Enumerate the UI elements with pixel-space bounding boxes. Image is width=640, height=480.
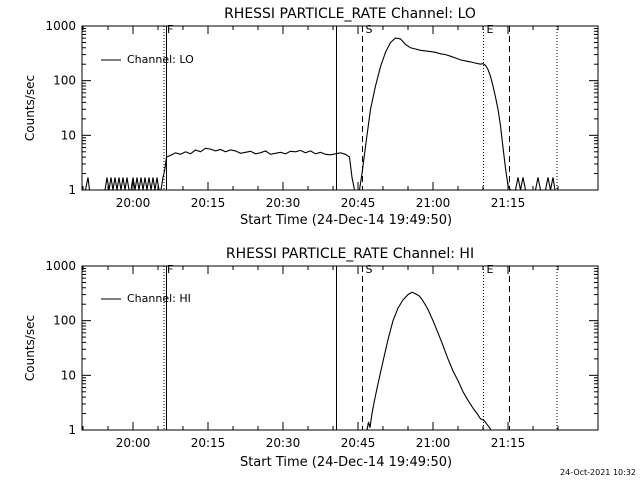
y-tick-label-hi: 1 bbox=[68, 423, 76, 437]
x-tick-label-lo: 20:15 bbox=[191, 196, 226, 210]
x-tick-label-hi: 21:15 bbox=[491, 436, 526, 450]
x-tick-label-hi: 21:00 bbox=[416, 436, 451, 450]
y-axis-label-hi: Counts/sec bbox=[23, 315, 37, 381]
date-stamp: 24-Oct-2021 10:32 bbox=[560, 468, 636, 477]
y-tick-label-lo: 10 bbox=[61, 128, 76, 142]
x-tick-label-lo: 21:00 bbox=[416, 196, 451, 210]
y-tick-label-lo: 100 bbox=[53, 74, 76, 88]
y-tick-label-hi: 10 bbox=[61, 368, 76, 382]
x-tick-label-hi: 20:15 bbox=[191, 436, 226, 450]
marker-label-hi: F bbox=[167, 263, 173, 276]
plot-frame-lo bbox=[81, 25, 599, 191]
plot-frame-hi bbox=[81, 265, 599, 431]
chart-title-hi: RHESSI PARTICLE_RATE Channel: HI bbox=[226, 246, 474, 262]
legend-label-hi: Channel: HI bbox=[127, 292, 191, 305]
chart-title-lo: RHESSI PARTICLE_RATE Channel: LO bbox=[224, 6, 476, 22]
x-tick-label-lo: 20:45 bbox=[341, 196, 376, 210]
y-tick-label-hi: 1000 bbox=[45, 259, 76, 273]
panel-hi: RHESSI PARTICLE_RATE Channel: HI Counts/… bbox=[23, 246, 599, 470]
y-axis-label-lo: Counts/sec bbox=[23, 75, 37, 141]
x-axis-label-hi: Start Time (24-Dec-14 19:49:50) bbox=[240, 455, 452, 470]
x-tick-label-lo: 21:15 bbox=[491, 196, 526, 210]
y-tick-label-hi: 100 bbox=[53, 314, 76, 328]
y-tick-label-lo: 1000 bbox=[45, 19, 76, 33]
marker-label-hi: S bbox=[366, 263, 373, 276]
x-axis-label-lo: Start Time (24-Dec-14 19:49:50) bbox=[240, 213, 452, 228]
x-tick-label-lo: 20:30 bbox=[266, 196, 301, 210]
x-tick-label-lo: 20:00 bbox=[116, 196, 151, 210]
x-tick-label-hi: 20:00 bbox=[116, 436, 151, 450]
panel-lo: RHESSI PARTICLE_RATE Channel: LO Counts/… bbox=[23, 6, 599, 228]
series-line-hi bbox=[366, 291, 492, 431]
marker-label-hi: E bbox=[487, 263, 494, 276]
marker-label-lo: E bbox=[487, 23, 494, 36]
x-tick-label-hi: 20:45 bbox=[341, 436, 376, 450]
marker-label-lo: F bbox=[167, 23, 173, 36]
legend-label-lo: Channel: LO bbox=[127, 53, 194, 66]
x-tick-label-hi: 20:30 bbox=[266, 436, 301, 450]
series-line-lo bbox=[82, 37, 556, 191]
y-tick-label-lo: 1 bbox=[68, 183, 76, 197]
marker-label-lo: S bbox=[366, 23, 373, 36]
